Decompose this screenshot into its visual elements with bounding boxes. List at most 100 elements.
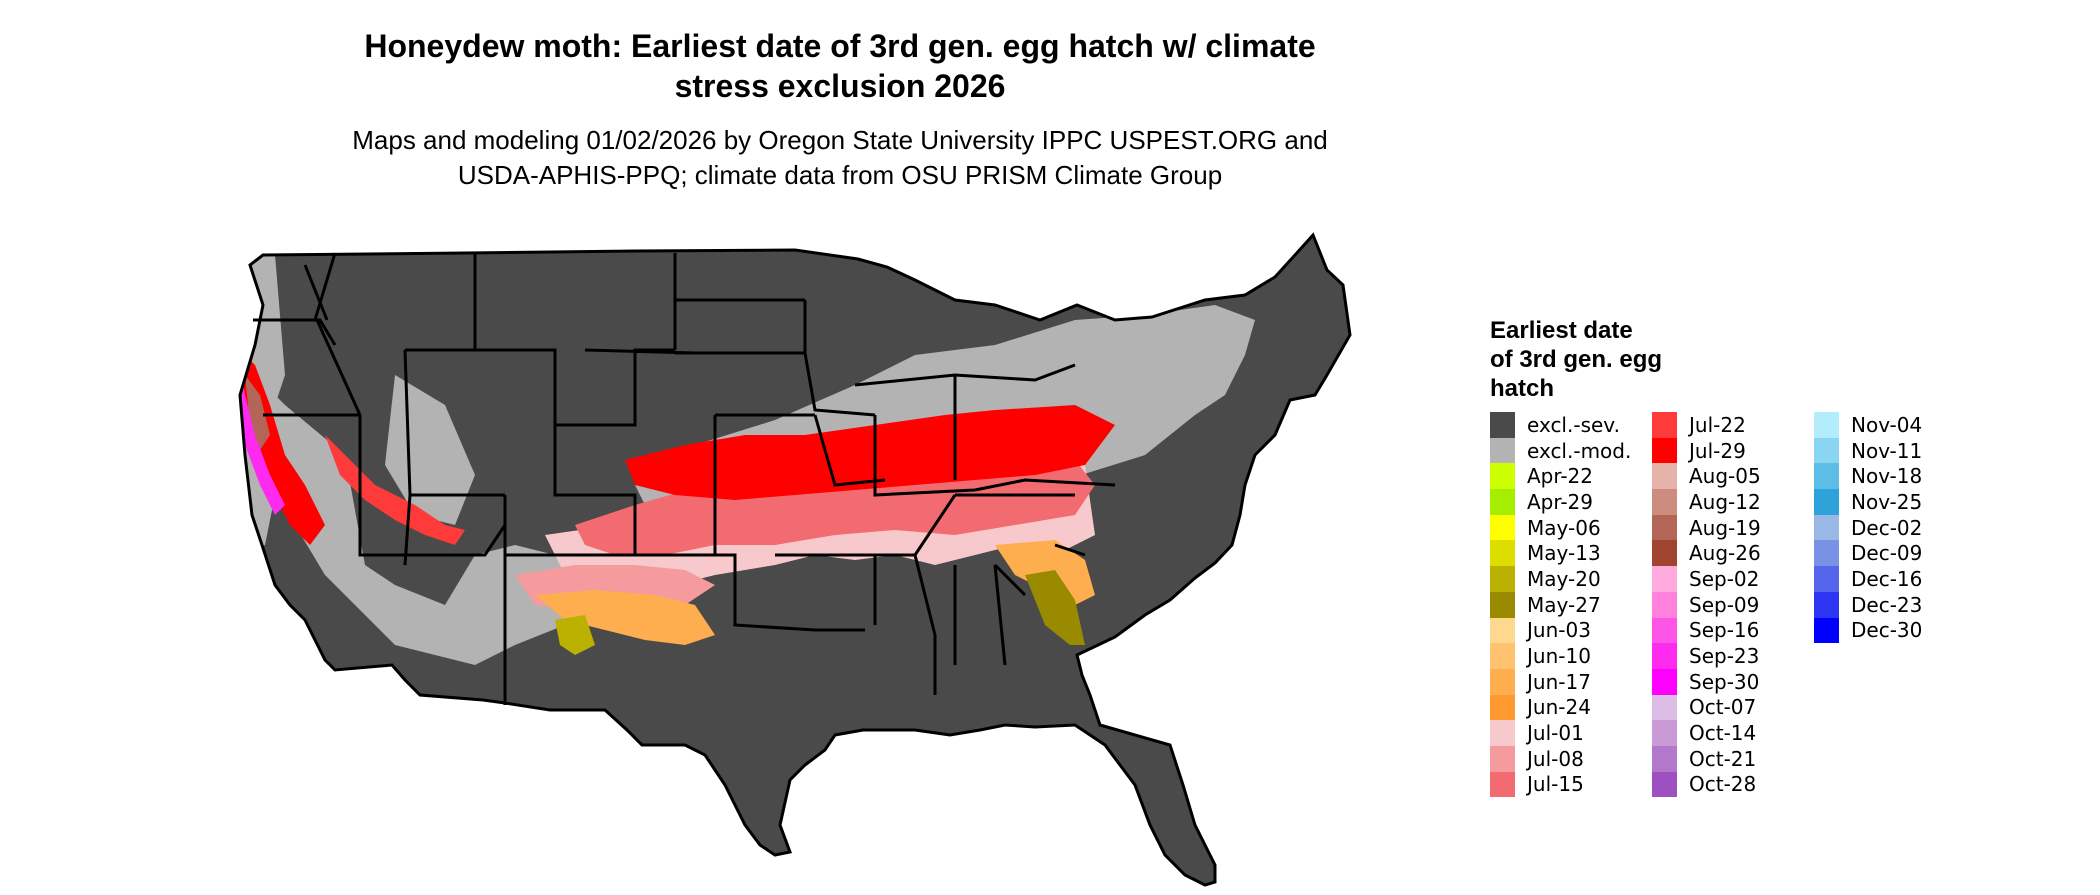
legend-column-2: Jul-22 Jul-29 Aug-05 Aug-12 Aug-19 Aug-2…: [1652, 412, 1761, 798]
legend-item: Dec-23: [1814, 591, 1923, 618]
legend-item: May-13: [1490, 540, 1631, 567]
legend-column-1: excl.-sev. excl.-mod. Apr-22 Apr-29 May-…: [1490, 412, 1632, 798]
legend-item: Dec-16: [1814, 566, 1922, 592]
legend-label: Jul-22: [1689, 412, 1746, 437]
legend-swatch: [1490, 463, 1515, 490]
legend-label: Oct-07: [1689, 695, 1757, 720]
legend-swatch: [1814, 489, 1839, 515]
legend-label: Sep-09: [1689, 592, 1760, 617]
legend-swatch: [1652, 617, 1677, 644]
legend-label: Apr-22: [1527, 464, 1593, 489]
legend-swatch: [1652, 437, 1677, 464]
legend-item: Sep-09: [1652, 591, 1761, 618]
legend-item: Nov-11: [1814, 437, 1922, 464]
legend-item: Sep-02: [1652, 566, 1761, 592]
legend-swatch: [1490, 668, 1515, 695]
legend-swatch: [1490, 591, 1515, 618]
legend-item: Jul-15: [1490, 771, 1631, 798]
legend-item: excl.-sev.: [1490, 412, 1631, 438]
legend-item: Jul-08: [1490, 745, 1631, 772]
legend-item: Jul-29: [1652, 437, 1761, 464]
legend-swatch: [1490, 412, 1515, 438]
legend-label: Sep-30: [1689, 669, 1760, 694]
legend-item: Jun-10: [1490, 643, 1631, 669]
legend-swatch: [1490, 437, 1515, 464]
legend-item: Aug-26: [1652, 540, 1761, 567]
legend-swatch: [1652, 566, 1677, 592]
legend-item: Nov-18: [1814, 463, 1922, 490]
legend-label: Oct-21: [1689, 746, 1757, 771]
legend-label: Dec-30: [1851, 618, 1923, 643]
legend-swatch: [1652, 489, 1677, 515]
region-may-20: [555, 615, 595, 655]
legend-label: Aug-19: [1689, 515, 1761, 540]
legend-label: Dec-16: [1851, 566, 1923, 591]
map-subtitle-line-1: Maps and modeling 01/02/2026 by Oregon S…: [352, 125, 1328, 155]
legend-label: Sep-16: [1689, 618, 1760, 643]
legend-label: Dec-02: [1851, 515, 1923, 540]
legend-item: Dec-30: [1814, 617, 1923, 644]
legend-label: May-06: [1527, 515, 1601, 540]
legend-item: Aug-12: [1652, 489, 1761, 515]
legend-swatch: [1652, 540, 1677, 567]
legend-swatch: [1652, 643, 1677, 669]
legend-item: Sep-16: [1652, 617, 1761, 644]
legend-swatch: [1490, 745, 1515, 772]
legend-item: May-20: [1490, 566, 1631, 592]
map-title: Honeydew moth: Earliest date of 3rd gen.…: [300, 26, 1380, 106]
legend-item: Jul-22: [1652, 412, 1761, 438]
legend-item: Jul-01: [1490, 720, 1631, 746]
map-title-line-2: stress exclusion 2026: [674, 68, 1006, 104]
legend-label: Jun-24: [1527, 695, 1591, 720]
legend-swatch: [1652, 668, 1677, 695]
legend-swatch: [1652, 694, 1677, 721]
legend-label: Apr-29: [1527, 489, 1593, 514]
legend-item: Sep-23: [1652, 643, 1761, 669]
legend-label: Dec-09: [1851, 541, 1923, 566]
legend-label: Jul-08: [1527, 746, 1584, 771]
legend-label: Aug-26: [1689, 541, 1761, 566]
legend-label: Oct-28: [1689, 772, 1757, 797]
legend-swatch: [1814, 437, 1839, 464]
legend-swatch: [1652, 720, 1677, 746]
legend-label: Jun-03: [1527, 618, 1591, 643]
legend-label: Sep-02: [1689, 566, 1760, 591]
legend-swatch: [1814, 463, 1839, 490]
legend-item: Aug-05: [1652, 463, 1761, 490]
legend-swatch: [1490, 720, 1515, 746]
map-fill-regions: [240, 235, 1350, 885]
legend-item: May-27: [1490, 591, 1631, 618]
legend-swatch: [1652, 514, 1677, 541]
us-map: [238, 232, 1352, 887]
legend-item: Oct-07: [1652, 694, 1761, 721]
region-sw-red: [325, 435, 465, 545]
legend-swatch: [1652, 412, 1677, 438]
legend-swatch: [1814, 591, 1839, 618]
map-subtitle-line-2: USDA-APHIS-PPQ; climate data from OSU PR…: [457, 160, 1223, 190]
legend-item: Dec-09: [1814, 540, 1923, 567]
region-may-27: [1025, 570, 1085, 645]
legend-swatch: [1814, 566, 1839, 592]
legend-swatch: [1490, 771, 1515, 798]
legend-title-line-1: Earliest date: [1490, 317, 1633, 344]
legend-column-3: Nov-04 Nov-11 Nov-18 Nov-25 Dec-02 Dec-0…: [1814, 412, 1923, 644]
legend-label: excl.-mod.: [1527, 438, 1632, 463]
map-subtitle: Maps and modeling 01/02/2026 by Oregon S…: [300, 123, 1380, 193]
state-borders: [238, 232, 1352, 887]
legend-title-line-3: hatch: [1490, 375, 1555, 402]
legend-label: Nov-25: [1851, 489, 1923, 514]
legend-label: Jul-01: [1527, 721, 1584, 746]
legend-swatch: [1490, 694, 1515, 721]
us-outline: [238, 232, 1352, 887]
legend-item: Nov-25: [1814, 489, 1922, 515]
region-jul-29: [625, 405, 1115, 500]
legend-swatch: [1652, 463, 1677, 490]
region-excl-sev: [240, 235, 1350, 885]
legend-label: Nov-04: [1851, 412, 1923, 437]
legend-swatch: [1652, 591, 1677, 618]
legend-item: Oct-28: [1652, 771, 1761, 798]
legend-label: Jul-15: [1527, 772, 1584, 797]
legend-item: Jun-03: [1490, 617, 1631, 644]
legend-swatch: [1814, 617, 1839, 644]
legend-label: Dec-23: [1851, 592, 1923, 617]
